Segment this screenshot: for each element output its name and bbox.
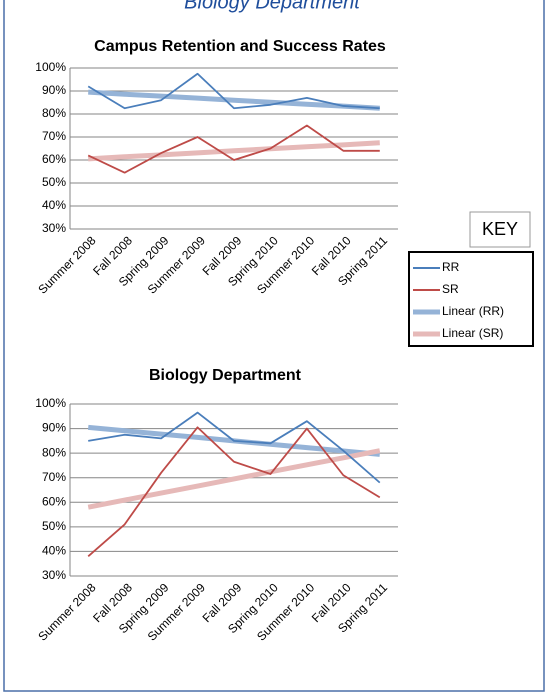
y-tick-label: 30%: [42, 568, 66, 582]
y-tick-label: 30%: [42, 221, 66, 235]
x-tick-label: Summer 2008: [35, 580, 98, 643]
y-tick-label: 50%: [42, 519, 66, 533]
y-tick-label: 100%: [35, 396, 66, 410]
key-box: [469, 211, 531, 248]
y-tick-label: 70%: [42, 129, 66, 143]
legend-label: SR: [442, 282, 459, 296]
x-tick-label: Summer 2008: [35, 233, 98, 296]
trend-line: [88, 89, 380, 111]
frame: [3, 0, 545, 692]
y-tick-label: 100%: [35, 60, 66, 74]
y-tick-label: 40%: [42, 544, 66, 558]
y-tick-label: 90%: [42, 421, 66, 435]
y-tick-label: 80%: [42, 445, 66, 459]
series-line: [87, 426, 381, 558]
trend-line: [88, 140, 380, 162]
y-tick-label: 70%: [42, 470, 66, 484]
legend-label: RR: [442, 260, 460, 274]
y-tick-label: 60%: [42, 494, 66, 508]
chart-title: Biology Department: [149, 367, 302, 384]
key-title: KEY: [482, 219, 518, 239]
series-line: [87, 124, 380, 174]
y-tick-label: 40%: [42, 198, 66, 212]
chart-title: Campus Retention and Success Rates: [94, 38, 386, 55]
y-tick-label: 80%: [42, 106, 66, 120]
y-tick-label: 90%: [42, 83, 66, 97]
page-title: Biology Department: [184, 0, 361, 13]
series-line: [88, 411, 381, 484]
y-tick-label: 60%: [42, 152, 66, 166]
series-line: [87, 72, 380, 110]
trend-line: [87, 448, 381, 510]
legend-label: Linear (SR): [442, 326, 503, 340]
legend-label: Linear (RR): [442, 304, 504, 318]
y-tick-label: 50%: [42, 175, 66, 189]
